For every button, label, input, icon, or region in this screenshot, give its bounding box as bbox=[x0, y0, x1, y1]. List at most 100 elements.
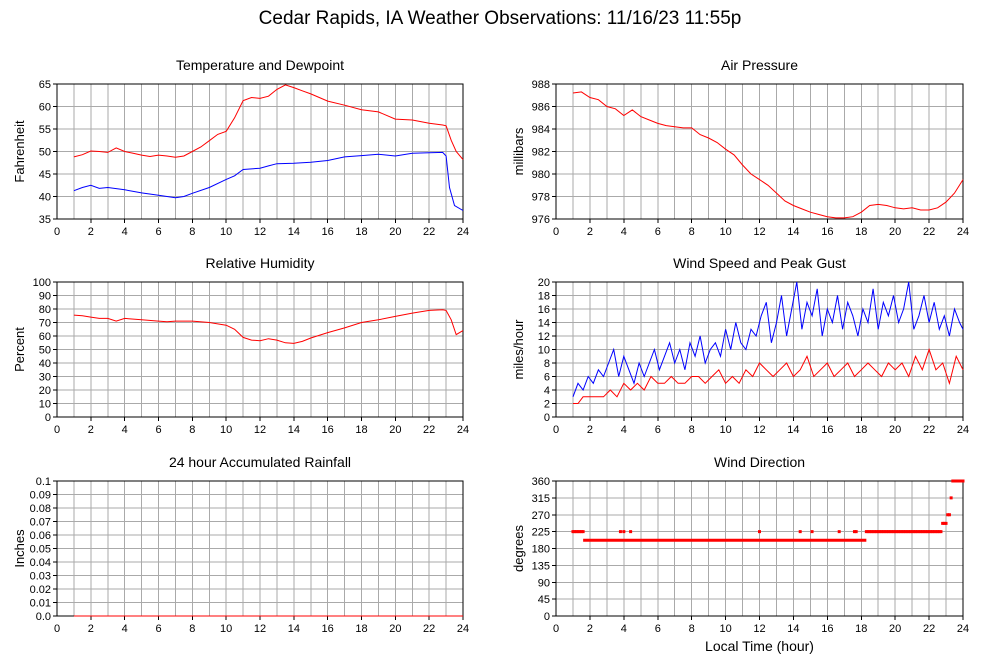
x-tick-label: 12 bbox=[753, 226, 765, 238]
x-tick-label: 12 bbox=[753, 623, 765, 635]
y-axis-label: degrees bbox=[511, 525, 526, 572]
x-tick-label: 16 bbox=[322, 424, 334, 436]
data-point bbox=[927, 530, 931, 534]
x-tick-label: 22 bbox=[423, 226, 435, 238]
data-point bbox=[954, 479, 958, 483]
x-tick-label: 0 bbox=[54, 424, 60, 436]
y-tick-label: 986 bbox=[532, 102, 550, 114]
data-point bbox=[890, 530, 894, 534]
data-point bbox=[891, 530, 895, 534]
page-title: Cedar Rapids, IA Weather Observations: 1… bbox=[258, 8, 742, 29]
y-tick-label: 0 bbox=[45, 412, 51, 424]
data-point bbox=[910, 530, 914, 534]
data-point bbox=[907, 530, 911, 534]
x-tick-label: 10 bbox=[719, 623, 731, 635]
y-tick-label: 50 bbox=[39, 147, 51, 159]
x-tick-label: 6 bbox=[655, 623, 661, 635]
y-tick-label: 20 bbox=[39, 385, 51, 397]
data-point bbox=[880, 530, 884, 534]
data-point bbox=[905, 530, 909, 534]
x-tick-label: 16 bbox=[821, 226, 833, 238]
series-line-1 bbox=[73, 151, 464, 211]
data-point bbox=[946, 513, 950, 517]
data-point bbox=[622, 530, 626, 534]
data-point bbox=[864, 530, 868, 534]
x-tick-label: 0 bbox=[54, 226, 60, 238]
x-tick-label: 22 bbox=[923, 226, 935, 238]
x-tick-label: 14 bbox=[787, 424, 799, 436]
y-tick-label: 4 bbox=[544, 385, 550, 397]
y-tick-label: 14 bbox=[538, 318, 550, 330]
y-tick-label: 0.03 bbox=[30, 571, 51, 583]
y-tick-label: 45 bbox=[538, 594, 550, 606]
data-point bbox=[953, 479, 957, 483]
y-tick-label: 360 bbox=[532, 476, 550, 488]
y-axis-label: Fahrenheit bbox=[12, 120, 27, 183]
data-point bbox=[924, 530, 928, 534]
x-tick-label: 18 bbox=[355, 424, 367, 436]
chart-wind-direction: Wind Direction degrees Local Time (hour) 0 4… bbox=[511, 454, 969, 654]
x-tick-label: 20 bbox=[889, 424, 901, 436]
y-tick-label: 270 bbox=[532, 510, 550, 522]
data-point bbox=[574, 530, 578, 534]
x-tick-label: 2 bbox=[88, 424, 94, 436]
data-point bbox=[958, 479, 962, 483]
data-point bbox=[629, 530, 633, 534]
data-point bbox=[571, 530, 575, 534]
x-tick-label: 16 bbox=[821, 623, 833, 635]
x-tick-label: 2 bbox=[587, 623, 593, 635]
x-tick-label: 6 bbox=[655, 424, 661, 436]
chart-title: Relative Humidity bbox=[206, 255, 315, 271]
x-tick-label: 2 bbox=[88, 623, 94, 635]
x-tick-label: 10 bbox=[220, 226, 232, 238]
chart-title: Wind Speed and Peak Gust bbox=[673, 255, 846, 271]
x-tick-label: 24 bbox=[957, 424, 969, 436]
y-axis-label: Inches bbox=[12, 529, 27, 568]
data-point bbox=[868, 530, 872, 534]
x-tick-label: 22 bbox=[423, 623, 435, 635]
data-point bbox=[881, 530, 885, 534]
series-line-0 bbox=[73, 309, 464, 344]
x-tick-label: 16 bbox=[322, 623, 334, 635]
x-tick-label: 4 bbox=[621, 623, 627, 635]
chart-relative-humidity: Relative HumidityPercent0102030405060708… bbox=[12, 255, 469, 436]
y-axis-label: Percent bbox=[12, 327, 27, 372]
y-tick-label: 80 bbox=[39, 304, 51, 316]
y-tick-label: 60 bbox=[39, 331, 51, 343]
x-tick-label: 18 bbox=[855, 623, 867, 635]
chart-temperature-dewpoint: Temperature and DewpointFahrenheit354045… bbox=[12, 57, 469, 238]
y-tick-label: 0.07 bbox=[30, 517, 51, 529]
series-line-0 bbox=[73, 84, 464, 160]
x-tick-label: 8 bbox=[189, 424, 195, 436]
y-tick-label: 0.09 bbox=[30, 490, 51, 502]
data-point bbox=[903, 530, 907, 534]
y-tick-label: 2 bbox=[544, 399, 550, 411]
data-point bbox=[917, 530, 921, 534]
data-point bbox=[579, 530, 583, 534]
y-tick-label: 20 bbox=[538, 277, 550, 289]
x-tick-label: 18 bbox=[855, 424, 867, 436]
data-point bbox=[915, 530, 919, 534]
data-point bbox=[852, 530, 856, 534]
y-tick-label: 60 bbox=[39, 102, 51, 114]
x-tick-label: 0 bbox=[553, 226, 559, 238]
y-tick-label: 976 bbox=[532, 214, 550, 226]
data-point bbox=[883, 530, 887, 534]
series-line-1 bbox=[573, 347, 964, 404]
data-point bbox=[937, 530, 941, 534]
x-tick-label: 2 bbox=[587, 226, 593, 238]
x-axis-label: Local Time (hour) bbox=[705, 638, 814, 654]
x-tick-label: 20 bbox=[389, 424, 401, 436]
data-point bbox=[925, 530, 929, 534]
x-tick-label: 18 bbox=[355, 226, 367, 238]
y-tick-label: 315 bbox=[532, 493, 550, 505]
x-tick-label: 8 bbox=[689, 226, 695, 238]
data-point bbox=[908, 530, 912, 534]
data-point bbox=[961, 479, 965, 483]
series-line-0 bbox=[572, 281, 964, 397]
data-point bbox=[919, 530, 923, 534]
x-tick-label: 0 bbox=[553, 623, 559, 635]
chart-rainfall: 24 hour Accumulated RainfallInches0.00.0… bbox=[12, 454, 469, 635]
data-point bbox=[932, 530, 936, 534]
